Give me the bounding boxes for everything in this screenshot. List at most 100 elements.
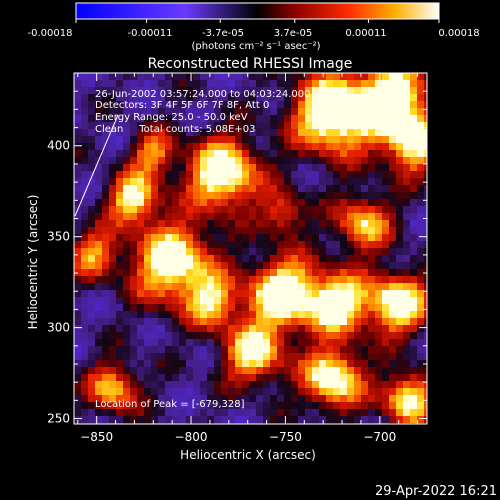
heatmap-cell xyxy=(186,101,193,108)
heatmap-cell xyxy=(256,73,263,80)
heatmap-cell xyxy=(158,255,165,262)
heatmap-cell xyxy=(179,192,186,199)
heatmap-cell xyxy=(186,346,193,353)
heatmap-cell xyxy=(249,409,256,416)
heatmap-cell xyxy=(347,206,354,213)
heatmap-cell xyxy=(158,171,165,178)
heatmap-cell xyxy=(109,178,116,185)
heatmap-cell xyxy=(221,262,228,269)
heatmap-cell xyxy=(354,108,361,115)
heatmap-cell xyxy=(382,73,389,80)
heatmap-cell xyxy=(130,164,137,171)
heatmap-cell xyxy=(361,374,368,381)
heatmap-cell xyxy=(319,381,326,388)
heatmap-cell xyxy=(123,325,130,332)
heatmap-cell xyxy=(298,339,305,346)
heatmap-cell xyxy=(368,157,375,164)
heatmap-cell xyxy=(270,353,277,360)
heatmap-cell xyxy=(242,360,249,367)
heatmap-cell xyxy=(242,192,249,199)
heatmap-cell xyxy=(326,129,333,136)
heatmap-cell xyxy=(305,136,312,143)
heatmap-cell xyxy=(319,346,326,353)
heatmap-cell xyxy=(151,94,158,101)
heatmap-cell xyxy=(382,192,389,199)
heatmap-cell xyxy=(319,241,326,248)
heatmap-cell xyxy=(88,227,95,234)
heatmap-cell xyxy=(375,122,382,129)
heatmap-cell xyxy=(424,318,427,325)
heatmap-cell xyxy=(214,318,221,325)
heatmap-cell xyxy=(424,94,427,101)
heatmap-cell xyxy=(403,262,410,269)
heatmap-cell xyxy=(333,276,340,283)
heatmap-cell xyxy=(88,94,95,101)
heatmap-cell xyxy=(284,402,291,409)
heatmap-cell xyxy=(312,395,319,402)
heatmap-cell xyxy=(347,122,354,129)
heatmap-cell xyxy=(116,332,123,339)
heatmap-cell xyxy=(424,164,427,171)
heatmap-cell xyxy=(81,101,88,108)
heatmap-cell xyxy=(284,339,291,346)
heatmap-cell xyxy=(214,73,221,80)
heatmap-cell xyxy=(193,269,200,276)
heatmap-cell xyxy=(221,227,228,234)
heatmap-cell xyxy=(417,171,424,178)
heatmap-cell xyxy=(88,164,95,171)
heatmap-cell xyxy=(417,115,424,122)
heatmap-cell xyxy=(242,255,249,262)
heatmap-cell xyxy=(340,108,347,115)
heatmap-cell xyxy=(116,94,123,101)
heatmap-cell xyxy=(249,185,256,192)
heatmap-cell xyxy=(179,122,186,129)
heatmap-cell xyxy=(284,269,291,276)
heatmap-cell xyxy=(116,129,123,136)
heatmap-cell xyxy=(382,220,389,227)
heatmap-cell xyxy=(95,185,102,192)
heatmap-cell xyxy=(256,367,263,374)
heatmap-cell xyxy=(263,101,270,108)
heatmap-cell xyxy=(74,416,81,423)
heatmap-cell xyxy=(242,290,249,297)
heatmap-cell xyxy=(165,206,172,213)
heatmap-cell xyxy=(256,318,263,325)
heatmap-cell xyxy=(403,192,410,199)
heatmap-cell xyxy=(74,185,81,192)
heatmap-cell xyxy=(207,115,214,122)
heatmap-cell xyxy=(158,73,165,80)
heatmap-cell xyxy=(424,227,427,234)
heatmap-cell xyxy=(242,339,249,346)
heatmap-cell xyxy=(221,80,228,87)
heatmap-cell xyxy=(144,94,151,101)
heatmap-cell xyxy=(368,283,375,290)
heatmap-cell xyxy=(256,199,263,206)
heatmap-cell xyxy=(81,297,88,304)
x-axis: −850 −800 −750 −700 xyxy=(77,73,419,444)
heatmap-cell xyxy=(403,227,410,234)
heatmap-cell xyxy=(158,248,165,255)
heatmap-cell xyxy=(242,353,249,360)
heatmap-cell xyxy=(123,381,130,388)
heatmap-cell xyxy=(249,199,256,206)
heatmap-cell xyxy=(109,290,116,297)
heatmap-cell xyxy=(333,108,340,115)
heatmap-cell xyxy=(326,227,333,234)
heatmap-cell xyxy=(144,101,151,108)
heatmap-cell xyxy=(333,262,340,269)
heatmap-cell xyxy=(298,199,305,206)
heatmap-cell xyxy=(375,409,382,416)
heatmap-cell xyxy=(221,290,228,297)
heatmap-cell xyxy=(424,248,427,255)
heatmap-cell xyxy=(137,374,144,381)
heatmap-cell xyxy=(179,150,186,157)
heatmap-cell xyxy=(291,332,298,339)
heatmap-cell xyxy=(200,318,207,325)
heatmap-cell xyxy=(130,388,137,395)
heatmap-cell xyxy=(291,143,298,150)
heatmap-cell xyxy=(200,213,207,220)
heatmap-cell xyxy=(221,150,228,157)
heatmap-cell xyxy=(256,122,263,129)
heatmap-cell xyxy=(410,73,417,80)
heatmap-cell xyxy=(417,339,424,346)
